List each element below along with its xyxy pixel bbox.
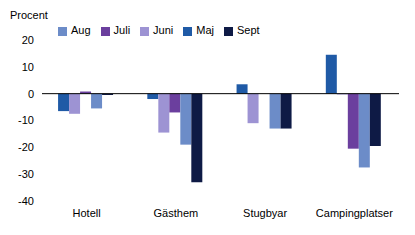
svg-text:20: 20 [22,34,34,46]
svg-text:Stugbyar: Stugbyar [243,207,287,219]
svg-text:0: 0 [28,88,34,100]
html-text:Maj: Maj [196,24,214,36]
html-text:Juli: Juli [113,24,131,36]
svg-text:10: 10 [22,61,34,73]
html-text:Juni: Juni [153,24,174,36]
svg-text:Gästhem: Gästhem [154,207,199,219]
svg-text:-20: -20 [18,141,34,153]
html-text:Sept: Sept [237,24,260,36]
svg-text:Campingplatser: Campingplatser [316,207,393,219]
html-text:Aug: Aug [71,24,91,36]
svg-text:Hotell: Hotell [73,207,101,219]
html-text:Procent: Procent [10,9,48,21]
svg-text:-30: -30 [18,168,34,180]
svg-text:-10: -10 [18,114,34,126]
svg-text:-40: -40 [18,195,34,207]
